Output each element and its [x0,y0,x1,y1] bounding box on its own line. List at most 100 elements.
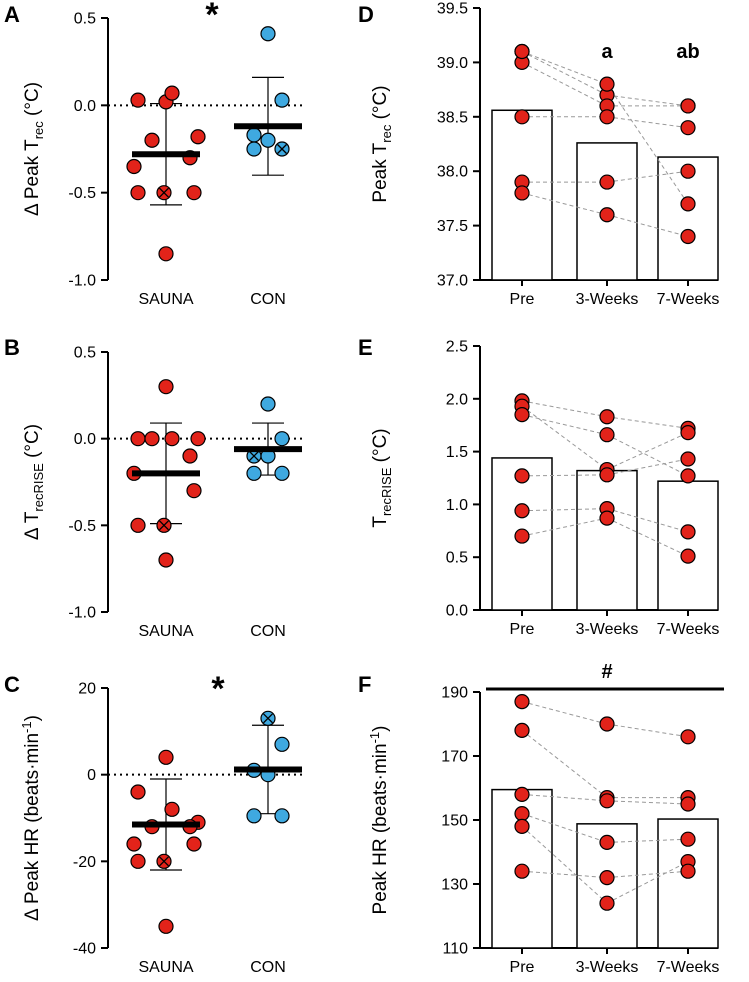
bar [576,469,638,611]
subject-connector [606,434,689,477]
data-point [680,424,696,441]
y-tick-label: 38.0 [437,164,468,181]
data-point [158,246,174,262]
data-point-cross [159,520,169,531]
data-point [599,716,615,732]
y-tick-label: -20 [73,854,96,871]
data-point [599,895,615,911]
data-point [680,228,696,245]
panel-letter: C [4,672,20,697]
y-tick-label: 2.5 [446,339,468,356]
subject-connector [606,800,689,805]
panel-f: 190 170 150 130 110 Peak HR (beats·min-1) F Pre… [358,661,724,976]
data-point [274,92,290,108]
data-point [158,749,174,765]
x-category-label: 3-Weeks [576,291,639,308]
data-point [680,120,696,136]
y-tick-label: 2.0 [446,391,468,408]
data-point [246,808,262,824]
data-point [130,517,146,533]
data-point [599,793,615,809]
data-point [680,729,696,745]
subject-connector [521,826,608,904]
data-point [126,158,142,175]
data-point [190,431,206,447]
data-point [514,863,530,879]
panel-c: 20 0 -20 -40 Δ Peak HR (beats·min-1) C SAUNA CO… [4,670,302,976]
panel-letter: E [358,335,373,360]
data-point [164,85,180,101]
data-point [182,448,198,464]
y-tick-label: 110 [442,941,468,958]
x-category-label: SAUNA [138,959,193,976]
y-tick-label: -40 [73,941,96,958]
data-point [274,465,290,481]
y-tick-label: 20 [78,681,96,698]
subject-connector [606,94,689,107]
panel-letter: D [358,2,374,27]
x-category-label: CON [250,959,286,976]
subject-connector [521,61,608,107]
data-point [680,548,696,564]
bar [657,480,719,611]
data-point [260,26,276,42]
data-point [164,431,180,447]
data-point [514,503,530,519]
y-axis-title: Peak HR (beats·min-1) [367,726,391,915]
data-point [144,132,160,148]
panel-e: 2.5 2.0 1.5 1.0 0.5 0.0 TrecRISE (°C) E Pre 3-Wee… [358,335,719,638]
subject-connector [606,517,689,557]
data-point-cross [159,187,169,198]
x-category-label: SAUNA [138,623,193,640]
subject-connector [606,416,689,429]
subject-connector [521,517,608,537]
data-point [599,409,615,425]
data-point-cross [263,713,273,724]
subject-connector [606,432,689,471]
x-category-label: 3-Weeks [576,959,639,976]
data-point [130,853,146,869]
subject-connector [521,793,608,802]
data-point [599,869,615,886]
data-point [186,836,202,852]
data-point [514,468,530,484]
data-point [130,92,146,108]
data-point [260,132,276,148]
data-point [274,736,290,752]
data-point [599,109,615,125]
y-axis-title: Peak Trec (°C) [370,85,394,202]
x-category-label: CON [250,623,286,640]
x-category-label: SAUNA [138,291,193,308]
y-tick-label: 1.5 [446,444,468,461]
subject-connector [521,51,608,85]
y-axis-title: TrecRISE (°C) [370,428,394,527]
data-point [514,786,530,803]
subject-connector [521,508,608,512]
subject-connector [521,405,608,470]
y-tick-label: 39.0 [437,55,468,72]
subject-connector [521,870,608,879]
x-category-label: 3-Weeks [576,621,639,638]
y-tick-label: 0.5 [446,550,468,567]
subject-connector [606,861,689,904]
panel-b: 0.5 0.0 -0.5 -1.0 Δ TrecRISE (°C) B SAUNA CON [4,335,302,640]
data-point [680,451,696,467]
y-tick-label: 39.5 [437,1,468,18]
x-category-label: Pre [510,959,535,976]
subject-connector [521,51,608,96]
y-tick-label: -1.0 [68,273,96,290]
subject-connector [521,192,608,216]
data-point [274,808,290,824]
significance-star: * [211,670,225,708]
data-point [126,836,142,852]
data-point [274,431,290,447]
data-point-cross [277,144,287,154]
y-tick-label: -0.5 [68,518,96,535]
data-point [246,127,262,143]
y-tick-label: 1.0 [446,497,468,514]
data-point [164,801,180,817]
data-point [246,465,262,481]
data-point [246,141,262,157]
data-point [158,379,174,395]
